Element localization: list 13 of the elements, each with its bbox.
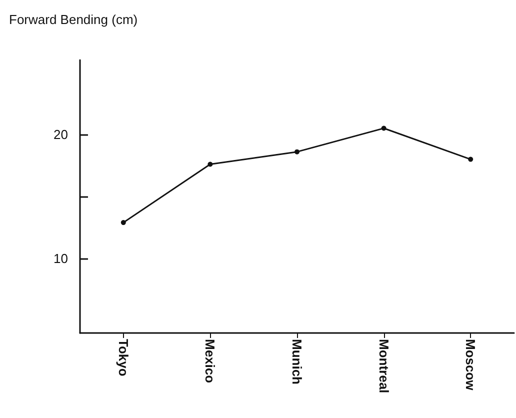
point [120,220,126,226]
x-tick-label: Montreal [376,339,392,394]
y-tick-label: 20 [54,126,68,142]
y-tick-label: 10 [54,251,68,266]
point [381,126,386,131]
point [468,156,474,162]
point [208,162,213,167]
x-tick-label: Munich [290,339,304,385]
x-tick-label: Tokyo [116,339,131,376]
x-tick-label: Moscow [463,339,478,392]
point [294,149,300,154]
x-tick-label: Mexico [202,339,218,384]
y-axis-title: Forward Bending (cm) [9,12,138,27]
